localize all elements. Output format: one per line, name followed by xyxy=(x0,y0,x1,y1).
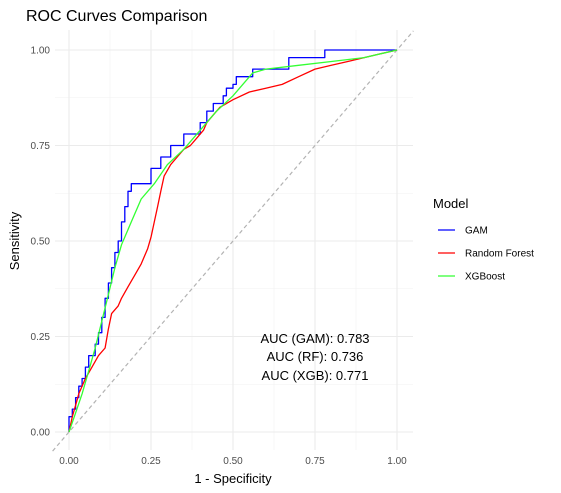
y-tick-label: 0.75 xyxy=(31,141,51,152)
auc-gam-annotation: AUC (GAM): 0.783 xyxy=(260,331,369,346)
auc-xgb-annotation: AUC (XGB): 0.771 xyxy=(262,368,369,383)
ticks-layer: 0.00 0.25 0.50 0.75 1.00 0.00 0.25 0.50 0.75 1.00 xyxy=(31,46,408,468)
y-tick-label: 0.50 xyxy=(31,237,51,248)
reference-diagonal-line xyxy=(52,30,414,452)
x-tick-label: 0.25 xyxy=(141,456,161,467)
series-line-xgboost xyxy=(68,49,398,433)
y-tick-label: 0.00 xyxy=(31,428,51,439)
legend-label-xgboost: XGBoost xyxy=(465,272,505,283)
x-tick-label: 0.75 xyxy=(305,456,325,467)
legend-items: GAM Random Forest XGBoost xyxy=(438,226,534,283)
y-axis-title: Sensitivity xyxy=(7,211,22,270)
x-tick-label: 1.00 xyxy=(387,456,407,467)
legend-label-random-forest: Random Forest xyxy=(465,249,534,260)
x-tick-label: 0.50 xyxy=(223,456,243,467)
legend-title: Model xyxy=(433,196,469,211)
series-layer xyxy=(68,49,398,433)
series-line-gam xyxy=(68,49,397,432)
y-tick-label: 1.00 xyxy=(31,46,51,57)
chart-title: ROC Curves Comparison xyxy=(26,8,207,25)
auc-annotations: AUC (GAM): 0.783 AUC (RF): 0.736 AUC (XG… xyxy=(260,331,369,383)
series-line-random-forest xyxy=(68,49,398,433)
y-tick-label: 0.25 xyxy=(31,332,51,343)
legend: Model GAM Random Forest XGBoost xyxy=(433,196,534,283)
legend-label-gam: GAM xyxy=(465,226,488,237)
x-tick-label: 0.00 xyxy=(59,456,79,467)
auc-rf-annotation: AUC (RF): 0.736 xyxy=(267,349,364,364)
x-axis-title: 1 - Specificity xyxy=(194,471,272,486)
